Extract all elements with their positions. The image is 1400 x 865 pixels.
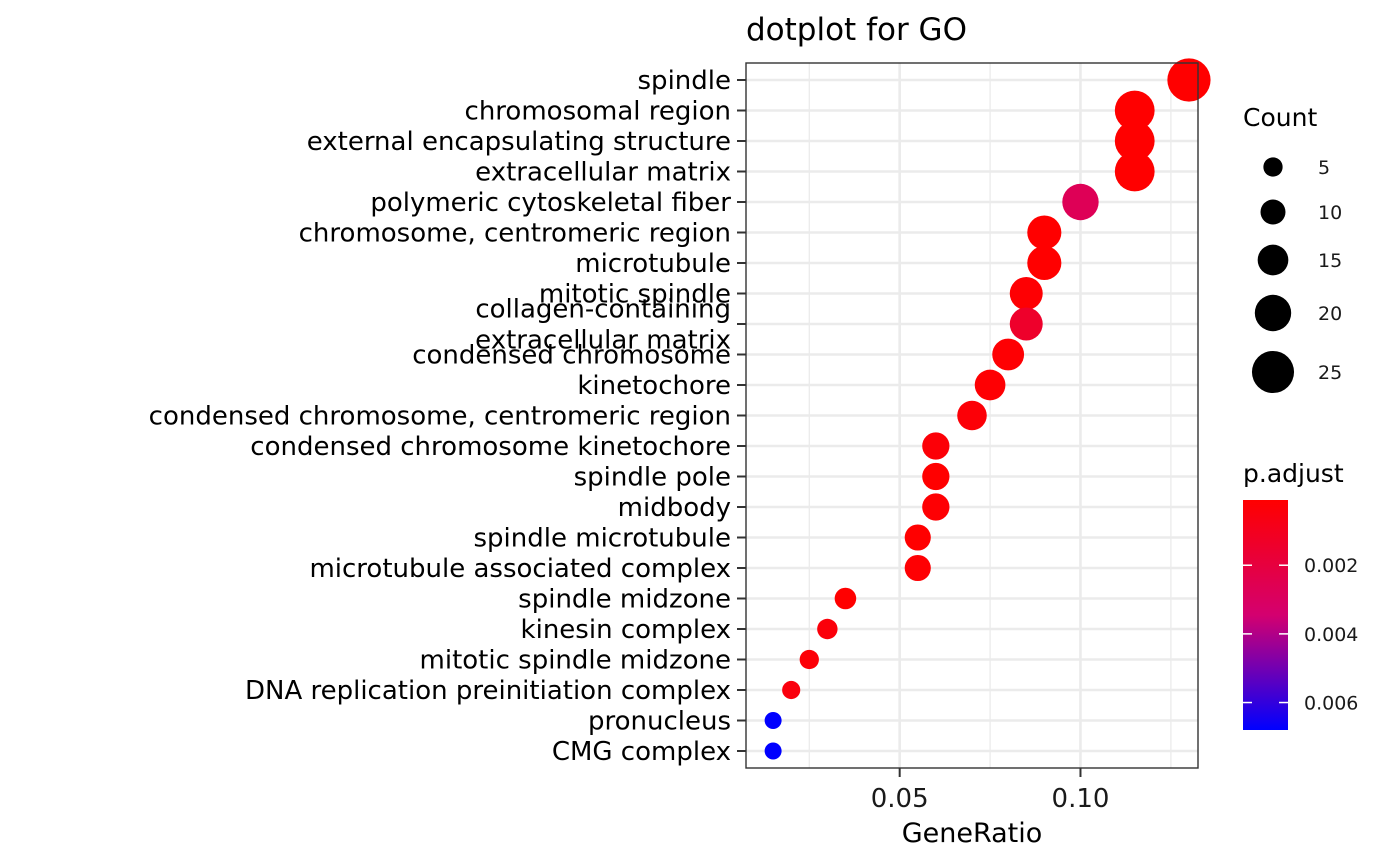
y-tick-label-line: spindle microtubule [474,524,732,554]
dot-point [974,369,1006,401]
y-tick-label-line: condensed chromosome [412,341,731,371]
y-tick-label-line: spindle pole [574,463,731,493]
dot-point [1027,215,1062,250]
y-axis-ticks [737,79,746,752]
count-legend-label: 25 [1318,362,1342,384]
y-tick-label-line: pronucleus [588,707,731,737]
y-tick-label: spindle midzone [518,585,731,615]
padjust-legend-label: 0.004 [1304,624,1358,646]
dot-point [922,432,950,460]
y-tick-label: mitotic spindle midzone [420,646,731,676]
y-tick-label: extracellular matrix [475,158,731,188]
y-tick-label: polymeric cytoskeletal fiber [370,188,731,218]
dot-point [799,649,819,670]
y-tick-label-line: polymeric cytoskeletal fiber [370,188,731,218]
y-tick-label: chromosomal region [465,97,731,127]
dot-point [1167,58,1211,102]
dot-point [922,493,950,521]
count-legend-label: 10 [1318,202,1342,224]
padjust-legend-label: 0.002 [1304,555,1358,577]
y-tick-label: microtubule associated complex [309,554,731,584]
count-legend-dot [1263,157,1283,177]
padjust-legend: 0.002 0.004 0.006 [1243,555,1358,715]
dot-point [764,742,782,760]
dot-point [1027,245,1062,281]
dot-point [1114,151,1155,192]
y-tick-label-line: chromosome, centromeric region [299,219,731,249]
y-tick-label: collagen-containing extracellular matrix [475,295,731,356]
y-tick-label: pronucleus [588,707,731,737]
x-tick-label: 0.05 [871,784,929,814]
y-tick-label-line: mitotic spindle [539,280,731,310]
dot-point [834,587,857,610]
y-tick-label-line: midbody [618,493,731,523]
y-tick-label-line: extracellular matrix [475,158,731,188]
padjust-legend-title: p.adjust [1243,459,1344,488]
dot-markers [764,58,1211,760]
dot-point [1009,307,1043,341]
y-tick-label-line: microtubule associated complex [309,554,731,584]
dot-point [904,524,931,551]
y-tick-label: condensed chromosome kinetochore [250,432,731,462]
y-tick-label: condensed chromosome [412,341,731,371]
y-tick-label: mitotic spindle [539,280,731,310]
y-tick-label-line: extracellular matrix [475,326,731,356]
y-tick-label: midbody [618,493,731,523]
dot-point [957,400,987,431]
y-tick-label: kinesin complex [521,615,731,645]
x-axis-label: GeneRatio [902,818,1043,849]
y-tick-label-line: condensed chromosome, centromeric region [149,402,731,432]
dot-point [1062,183,1099,221]
dot-point [1114,90,1155,131]
y-tick-label: chromosome, centromeric region [299,219,731,249]
dot-point [922,462,950,491]
x-tick-label: 0.10 [1052,784,1110,814]
chart-title: dotplot for GO [746,12,967,48]
y-tick-label: external encapsulating structure [307,127,731,157]
y-tick-label: kinetochore [577,371,731,401]
y-tick-label-line: external encapsulating structure [307,127,731,157]
y-tick-label: DNA replication preinitiation complex [245,676,731,706]
y-tick-label-line: collagen-containing [475,295,731,325]
y-tick-label-line: spindle midzone [518,585,731,615]
x-axis-ticks: 0.05 0.10 [871,768,1110,814]
y-tick-label-line: DNA replication preinitiation complex [245,676,731,706]
y-tick-label: spindle [638,66,731,96]
dot-point [992,338,1025,371]
y-tick-label-line: mitotic spindle midzone [420,646,731,676]
count-legend-label: 5 [1318,157,1330,179]
dot-point [1009,277,1043,310]
y-tick-label-line: condensed chromosome kinetochore [250,432,731,462]
count-legend-label: 20 [1318,303,1342,325]
y-tick-label-line: chromosomal region [465,97,731,127]
count-legend: 5 10 15 20 25 [1251,157,1342,394]
y-tick-label-line: spindle [638,66,731,96]
dot-point [764,712,782,729]
dot-point [904,554,931,582]
y-tick-label-line: kinesin complex [521,615,731,645]
count-legend-dot [1257,244,1289,276]
count-legend-dot [1254,294,1292,332]
padjust-colorbar [1243,500,1288,730]
y-tick-label: condensed chromosome, centromeric region [149,402,731,432]
count-legend-title: Count [1243,103,1317,132]
dot-point [1114,121,1155,161]
y-tick-label-line: microtubule [575,249,731,279]
grid-lines [746,63,1198,768]
dot-point [817,618,838,640]
y-tick-label: microtubule [575,249,731,279]
dot-point [782,680,801,700]
y-tick-label-line: kinetochore [577,371,731,401]
padjust-legend-label: 0.006 [1304,693,1358,715]
y-tick-label: CMG complex [552,737,731,767]
y-tick-label-line: CMG complex [552,737,731,767]
count-legend-label: 15 [1318,250,1342,272]
y-tick-label: spindle pole [574,463,731,493]
count-legend-dot [1251,350,1295,394]
y-tick-label: spindle microtubule [474,524,732,554]
count-legend-dot [1260,199,1286,225]
